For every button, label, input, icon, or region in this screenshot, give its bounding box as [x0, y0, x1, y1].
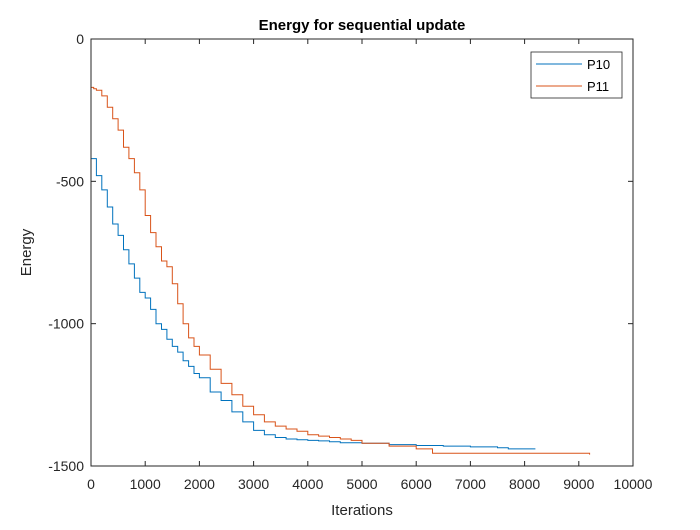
legend-label-p11: P11 [587, 79, 609, 94]
x-tick-label: 5000 [346, 476, 377, 492]
x-axis-label: Iterations [331, 502, 393, 519]
x-tick-label: 6000 [401, 476, 432, 492]
legend-label-p10: P10 [587, 57, 610, 72]
x-tick-label: 7000 [455, 476, 486, 492]
chart-title: Energy for sequential update [259, 17, 466, 34]
y-tick-label: -1500 [48, 458, 84, 474]
x-tick-label: 0 [87, 476, 95, 492]
legend-box [530, 51, 623, 99]
y-axis-label: Energy [18, 228, 35, 276]
plot-area [91, 39, 633, 466]
x-tick-label: 2000 [184, 476, 215, 492]
x-tick-label: 8000 [509, 476, 540, 492]
series-line-p11 [90, 39, 591, 455]
y-tick-label: -500 [56, 173, 84, 189]
x-tick-label: 1000 [130, 476, 161, 492]
y-tick-label: -1000 [48, 316, 84, 332]
x-tick-label: 9000 [563, 476, 594, 492]
legend: P10 P11 [530, 51, 623, 99]
y-tick-label: 0 [76, 31, 84, 47]
x-tick-label: 10000 [614, 476, 653, 492]
x-tick-label: 3000 [238, 476, 269, 492]
x-tick-label: 4000 [292, 476, 323, 492]
